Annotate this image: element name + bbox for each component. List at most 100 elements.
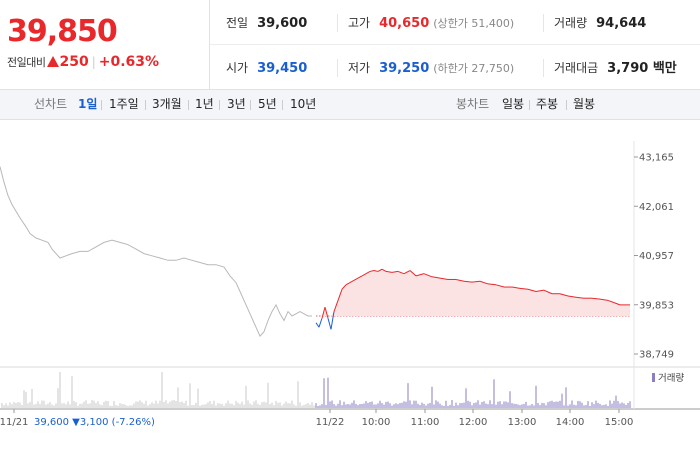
series-segment-today — [397, 270, 405, 275]
change-value: 250 — [59, 54, 89, 70]
series-segment-today — [543, 289, 553, 295]
series-segment-today — [381, 268, 387, 272]
series-segment-today — [315, 322, 320, 328]
series-segment-today — [607, 299, 615, 304]
series-segment-today — [575, 296, 585, 299]
tab-weekly-candle[interactable]: 주봉 — [536, 97, 559, 111]
stats-row-2: 시가 39,450 저가 39,250 (하한가 27,750) 거래대금 3,790 … — [210, 45, 700, 90]
x-tick-label: 11:00 — [411, 417, 440, 428]
x-tick-label: 14:00 — [556, 417, 585, 428]
series-segment-today — [377, 268, 383, 272]
series-segment-today — [369, 270, 375, 272]
tab-divider — [101, 100, 102, 110]
quote-summary: 39,850 전일대비 250 | +0.63% 전일 39,600 고가 40,650(… — [0, 0, 700, 90]
series-segment-today — [327, 318, 332, 330]
series-segment-today — [471, 280, 481, 283]
stat-label: 저가 — [348, 61, 371, 75]
series-segment-today — [333, 300, 339, 312]
series-segment-today — [495, 284, 505, 288]
tab-divider — [282, 100, 283, 110]
stat-label: 시가 — [226, 61, 249, 75]
current-price: 39,850 — [7, 14, 118, 49]
tab-daily-candle[interactable]: 일봉 — [502, 97, 525, 111]
series-segment-today — [535, 289, 545, 292]
series-segment-today — [349, 279, 355, 284]
stat-value: 40,650 — [379, 16, 430, 31]
tab-divider — [145, 100, 146, 110]
tab-5-years[interactable]: 5년 — [258, 97, 277, 111]
change-percent: +0.63% — [98, 54, 160, 70]
prev-close-value: 39,600 — [34, 417, 72, 428]
stat-value: 3,790 백만 — [607, 61, 677, 76]
candle-chart-label: 봉차트 — [456, 97, 490, 111]
y-tick-label: 42,061 — [639, 202, 674, 213]
x-tick-label: 13:00 — [508, 417, 537, 428]
volume-legend-label: 거래량 — [658, 372, 684, 384]
x-tick-label: 12:00 — [459, 417, 488, 428]
series-segment-today — [321, 306, 326, 319]
series-segment-today — [423, 273, 433, 278]
series-segment-today — [519, 287, 529, 290]
tab-3-years[interactable]: 3년 — [227, 97, 246, 111]
series-segment-today — [324, 306, 329, 319]
series-segment-today — [559, 293, 569, 297]
tab-divider — [219, 100, 220, 110]
lower-limit: (하한가 27,750) — [433, 62, 515, 75]
x-tick-label: 11/22 — [316, 417, 345, 428]
series-segment-today — [385, 270, 393, 273]
y-tick-label: 39,853 — [639, 300, 674, 311]
series-line-prev-day — [0, 166, 312, 338]
series-segment-today — [613, 302, 621, 306]
stat-value: 39,600 — [257, 16, 308, 31]
series-segment-today — [337, 289, 343, 301]
x-tick-label: 10:00 — [362, 417, 391, 428]
series-segment-today — [361, 273, 367, 277]
y-tick-label: 43,165 — [639, 153, 674, 164]
quote-stats: 전일 39,600 고가 40,650 (상한가 51,400) 거래량 94,644 … — [210, 0, 700, 90]
stat-label: 거래대금 — [554, 61, 599, 75]
tab-monthly-candle[interactable]: 월봉 — [573, 97, 596, 111]
series-segment-today — [409, 270, 417, 277]
series-fill-today — [316, 269, 630, 317]
series-segment-today — [439, 277, 449, 280]
tab-1-year[interactable]: 1년 — [195, 97, 214, 111]
tab-divider — [566, 100, 567, 110]
tab-10-years[interactable]: 10년 — [290, 97, 317, 111]
prev-day-summary: 39,600 ▼3,100 (-7.26%) — [34, 417, 155, 428]
tab-3-months[interactable]: 3개월 — [152, 97, 182, 111]
y-tick-label: 38,749 — [639, 350, 674, 361]
series-segment-today — [511, 286, 521, 289]
tab-divider — [250, 100, 251, 110]
price-box: 39,850 전일대비 250 | +0.63% — [0, 0, 210, 90]
chart-tab-bar: 선차트 1일 1주일 3개월 1년 3년 5년 10년 봉차트 일봉 주봉 월봉 — [0, 90, 700, 120]
tab-1-week[interactable]: 1주일 — [109, 97, 139, 111]
series-segment-today — [567, 295, 577, 298]
prev-change-percent: (-7.26%) — [112, 417, 155, 428]
series-segment-today — [527, 288, 537, 292]
series-segment-today — [345, 282, 351, 286]
line-chart-label: 선차트 — [34, 97, 68, 111]
stat-volume: 거래량 94,644 — [543, 14, 646, 32]
series-segment-today — [487, 283, 497, 286]
x-tick-label: 15:00 — [605, 417, 634, 428]
stat-label: 전일 — [226, 16, 249, 30]
stat-amount: 거래대금 3,790 백만 — [543, 59, 677, 77]
series-segment-today — [318, 318, 323, 328]
series-segment-today — [365, 270, 371, 275]
stat-open: 시가 39,450 — [226, 59, 307, 77]
series-segment-today — [415, 273, 425, 277]
series-segment-today — [455, 278, 465, 282]
stat-label: 거래량 — [554, 16, 588, 30]
tab-divider — [529, 100, 530, 110]
tab-1-day[interactable]: 1일 — [78, 97, 98, 111]
series-segment-today — [353, 277, 359, 281]
series-segment-today — [599, 298, 609, 301]
up-triangle-icon — [47, 56, 60, 67]
stat-value: 39,250 — [379, 61, 430, 76]
stat-low: 저가 39,250 (하한가 27,750) — [337, 59, 514, 77]
series-segment-today — [373, 270, 379, 272]
series-segment-today — [341, 284, 347, 290]
stat-high: 고가 40,650 (상한가 51,400) — [337, 14, 514, 32]
x-tick-label: 11/21 — [0, 417, 28, 428]
price-chart[interactable]: 43,165 42,061 40,957 39,853 38,749 거래량 11/21 11… — [0, 121, 700, 450]
